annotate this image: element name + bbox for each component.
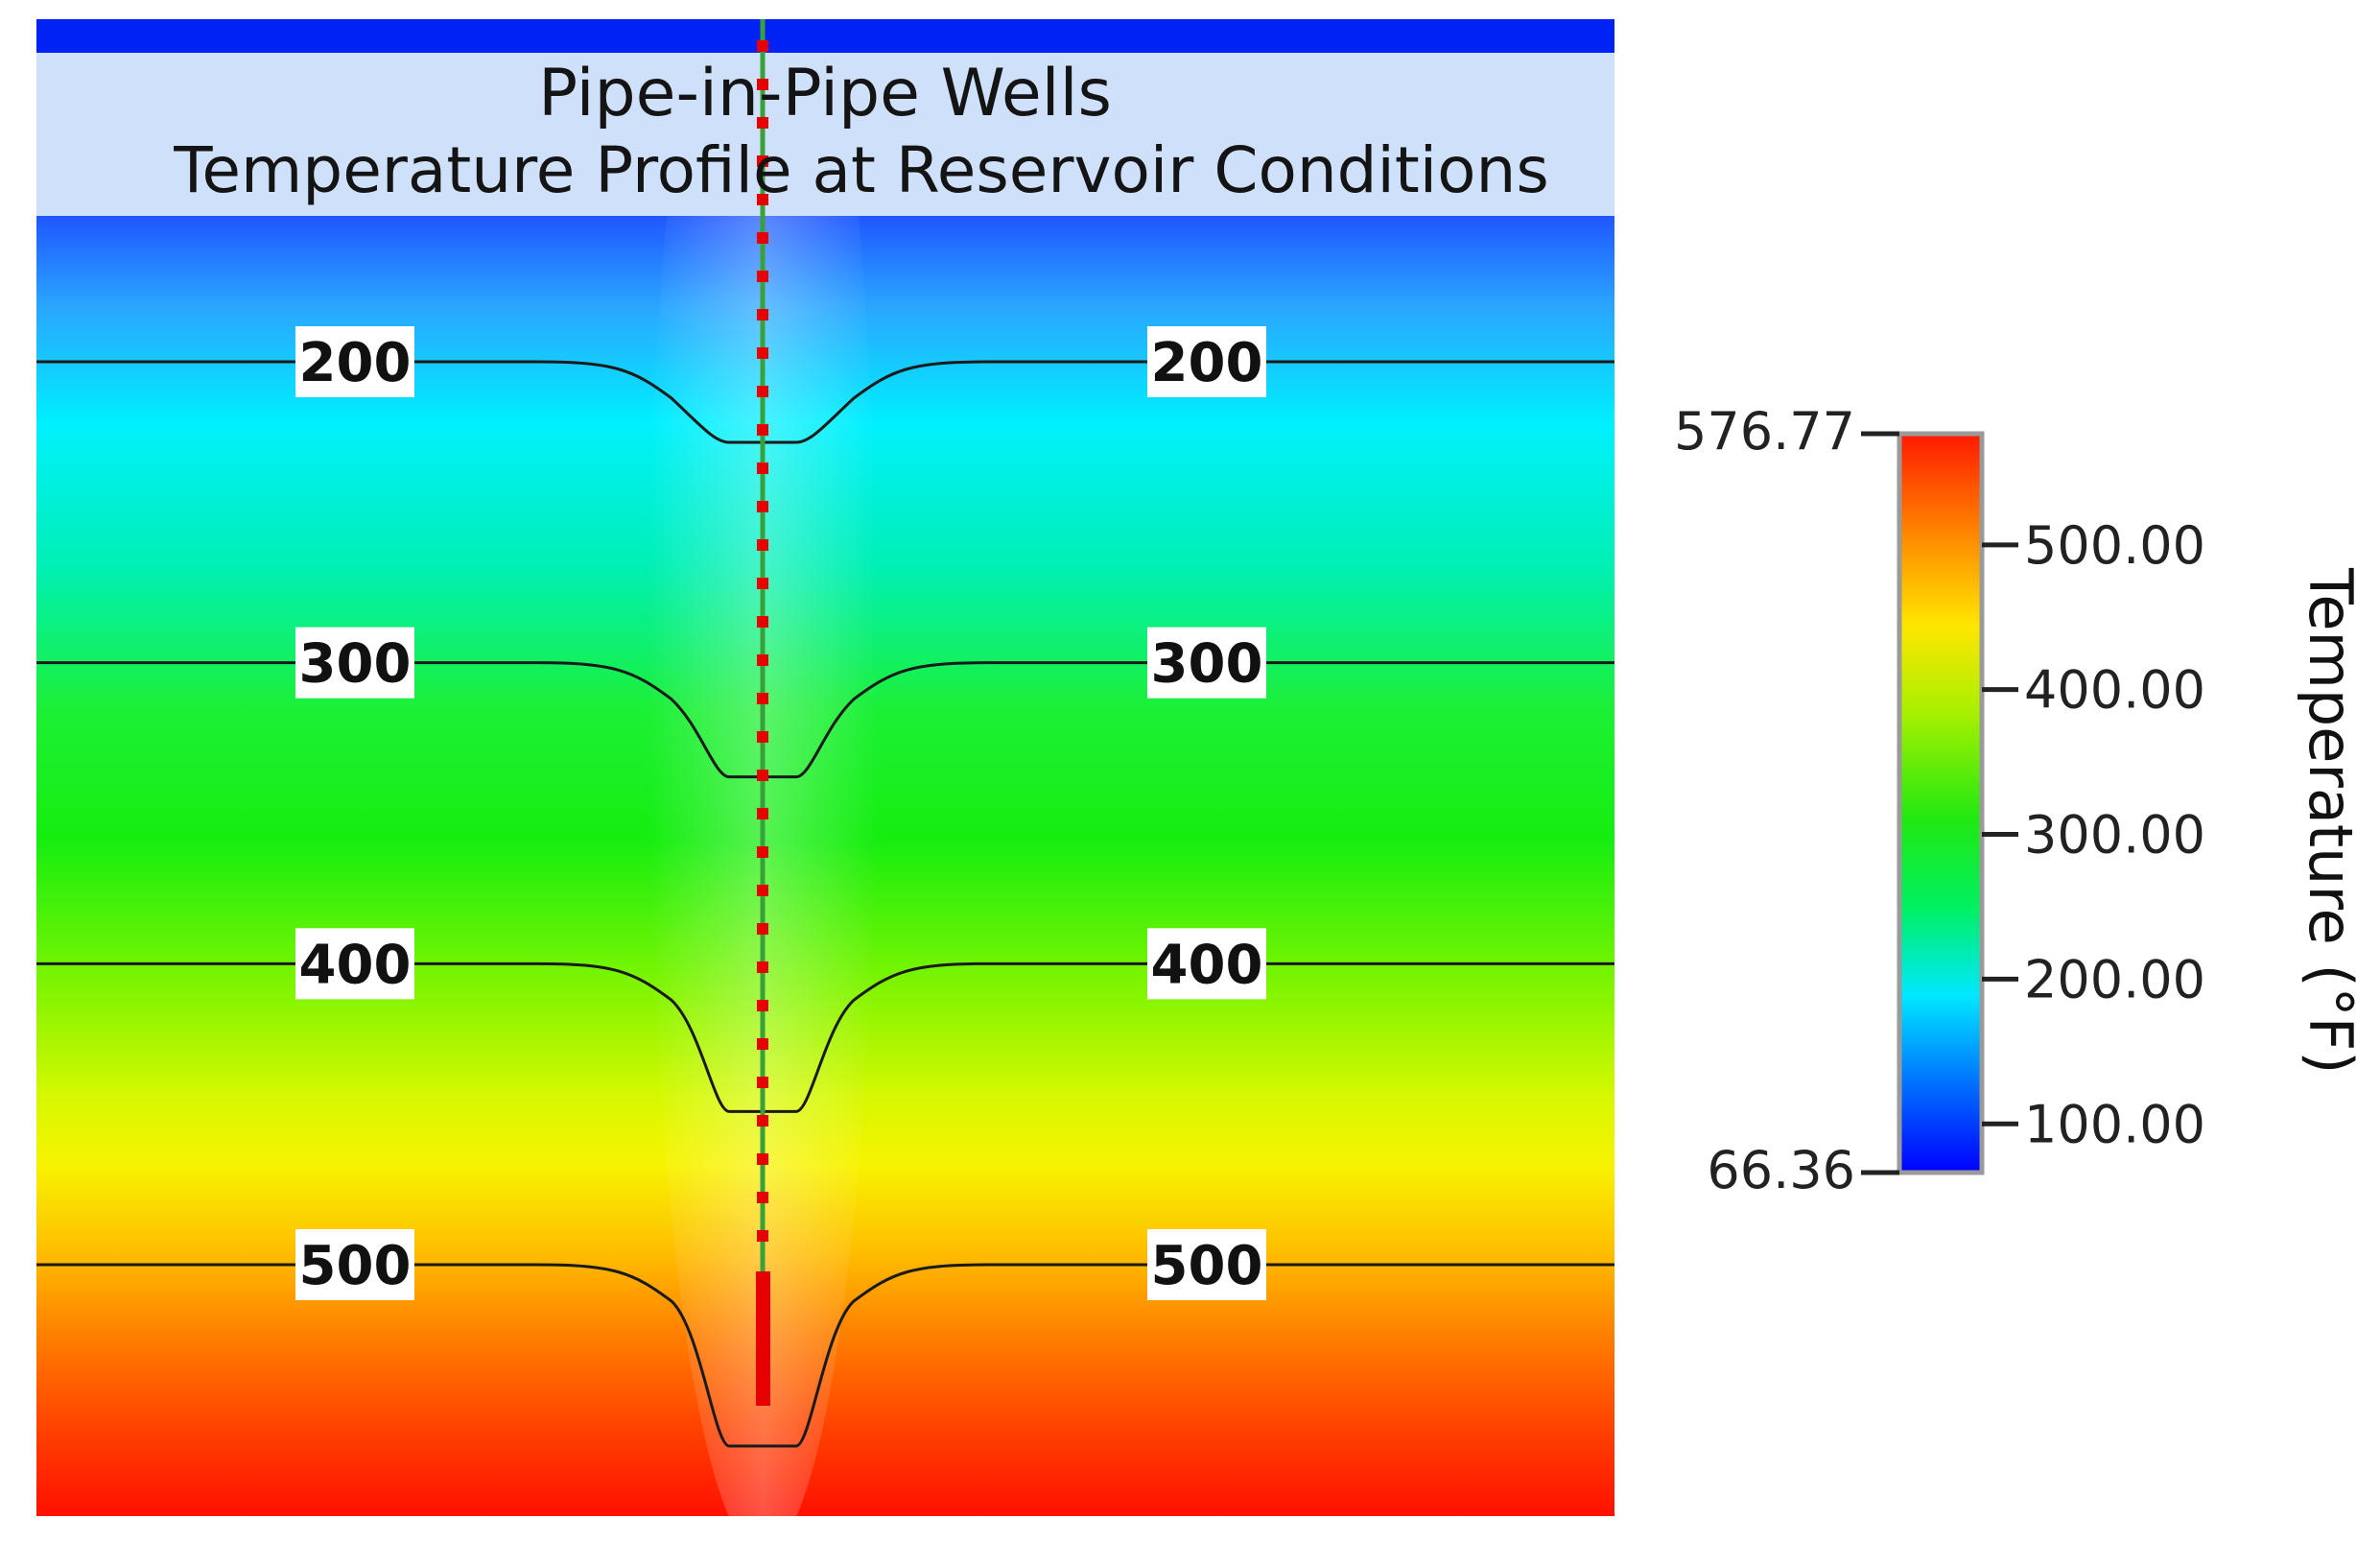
- well-marker: [757, 194, 768, 205]
- well-marker: [757, 770, 768, 781]
- contour-label-box: [295, 627, 414, 699]
- well-perforation-markers: [757, 40, 768, 1242]
- colorbar: [1897, 431, 1985, 1175]
- well-marker: [757, 347, 768, 359]
- well-marker: [757, 539, 768, 551]
- well-marker: [757, 117, 768, 129]
- well-marker: [757, 1115, 768, 1127]
- well-marker: [757, 808, 768, 819]
- well-marker: [757, 309, 768, 320]
- contour-label-500-left: 500: [295, 1229, 414, 1300]
- contour-label-box: [295, 326, 414, 397]
- well-marker: [757, 1077, 768, 1088]
- top-boundary-band: [36, 19, 1614, 53]
- contour-label-box: [1147, 326, 1266, 397]
- well-marker: [757, 424, 768, 436]
- colorbar-tick-label-300: 300.00: [2024, 805, 2205, 866]
- well-marker: [757, 654, 768, 666]
- well-heater-section: [756, 1271, 770, 1406]
- contour-label-text: 400: [299, 934, 412, 996]
- contour-label-text: 500: [1151, 1235, 1263, 1297]
- contour-label-text: 300: [299, 633, 412, 696]
- well-marker: [757, 1230, 768, 1242]
- contour-label-text: 400: [1151, 934, 1263, 996]
- colorbar-ticks: 500.00 400.00 300.00 200.00 100.00: [1982, 515, 2205, 1154]
- well-marker: [757, 1000, 768, 1011]
- well-marker: [757, 463, 768, 474]
- well-marker: [757, 386, 768, 397]
- colorbar-min-label: 66.36: [1707, 1140, 1855, 1200]
- title-band: [36, 53, 1614, 216]
- contour-label-500-right: 500: [1147, 1229, 1266, 1300]
- contour-label-text: 300: [1151, 633, 1263, 696]
- well-marker: [757, 578, 768, 589]
- contour-line-500: [36, 1263, 1614, 1448]
- contour-label-box: [1147, 1229, 1266, 1300]
- contour-label-200-right: 200: [1147, 326, 1266, 397]
- well-marker: [757, 616, 768, 628]
- well-marker: [757, 923, 768, 935]
- contour-label-box: [295, 928, 414, 1000]
- well-marker: [757, 79, 768, 90]
- colorbar-max-label: 576.77: [1674, 401, 1855, 462]
- colorbar-tick-label-500: 500.00: [2024, 515, 2205, 576]
- contour-label-300-left: 300: [295, 627, 414, 699]
- well-marker: [757, 1192, 768, 1203]
- contour-label-200-left: 200: [295, 326, 414, 397]
- contour-label-text: 200: [299, 332, 412, 394]
- chart-title: Pipe-in-Pipe Wells: [538, 56, 1112, 131]
- contour-label-text: 200: [1151, 332, 1263, 394]
- well-marker: [757, 961, 768, 973]
- colorbar-tick-label-200: 200.00: [2024, 949, 2205, 1009]
- chart-subtitle: Temperature Profile at Reservoir Conditi…: [173, 133, 1548, 207]
- colorbar-tick-label-400: 400.00: [2024, 660, 2205, 721]
- contour-label-300-right: 300: [1147, 627, 1266, 699]
- well-marker: [757, 40, 768, 52]
- contour-label-400-left: 400: [295, 928, 414, 1000]
- contour-label-box: [1147, 627, 1266, 699]
- well-marker: [757, 501, 768, 512]
- well-marker: [757, 731, 768, 743]
- contour-label-400-right: 400: [1147, 928, 1266, 1000]
- well-marker: [757, 1153, 768, 1165]
- well-marker: [757, 693, 768, 704]
- contour-label-text: 500: [299, 1235, 412, 1297]
- contour-label-box: [1147, 928, 1266, 1000]
- colorbar-tick-label-100: 100.00: [2024, 1094, 2205, 1154]
- well-marker: [757, 232, 768, 244]
- well-marker: [757, 1038, 768, 1050]
- contour-labels: 200 200 300 300 400 400 500 500: [295, 326, 1266, 1300]
- well-marker: [757, 155, 768, 167]
- well-marker: [757, 846, 768, 858]
- colorbar-title: Temperature (°F): [2296, 567, 2366, 1074]
- well-marker: [757, 271, 768, 282]
- well-marker: [757, 885, 768, 896]
- contour-label-box: [295, 1229, 414, 1300]
